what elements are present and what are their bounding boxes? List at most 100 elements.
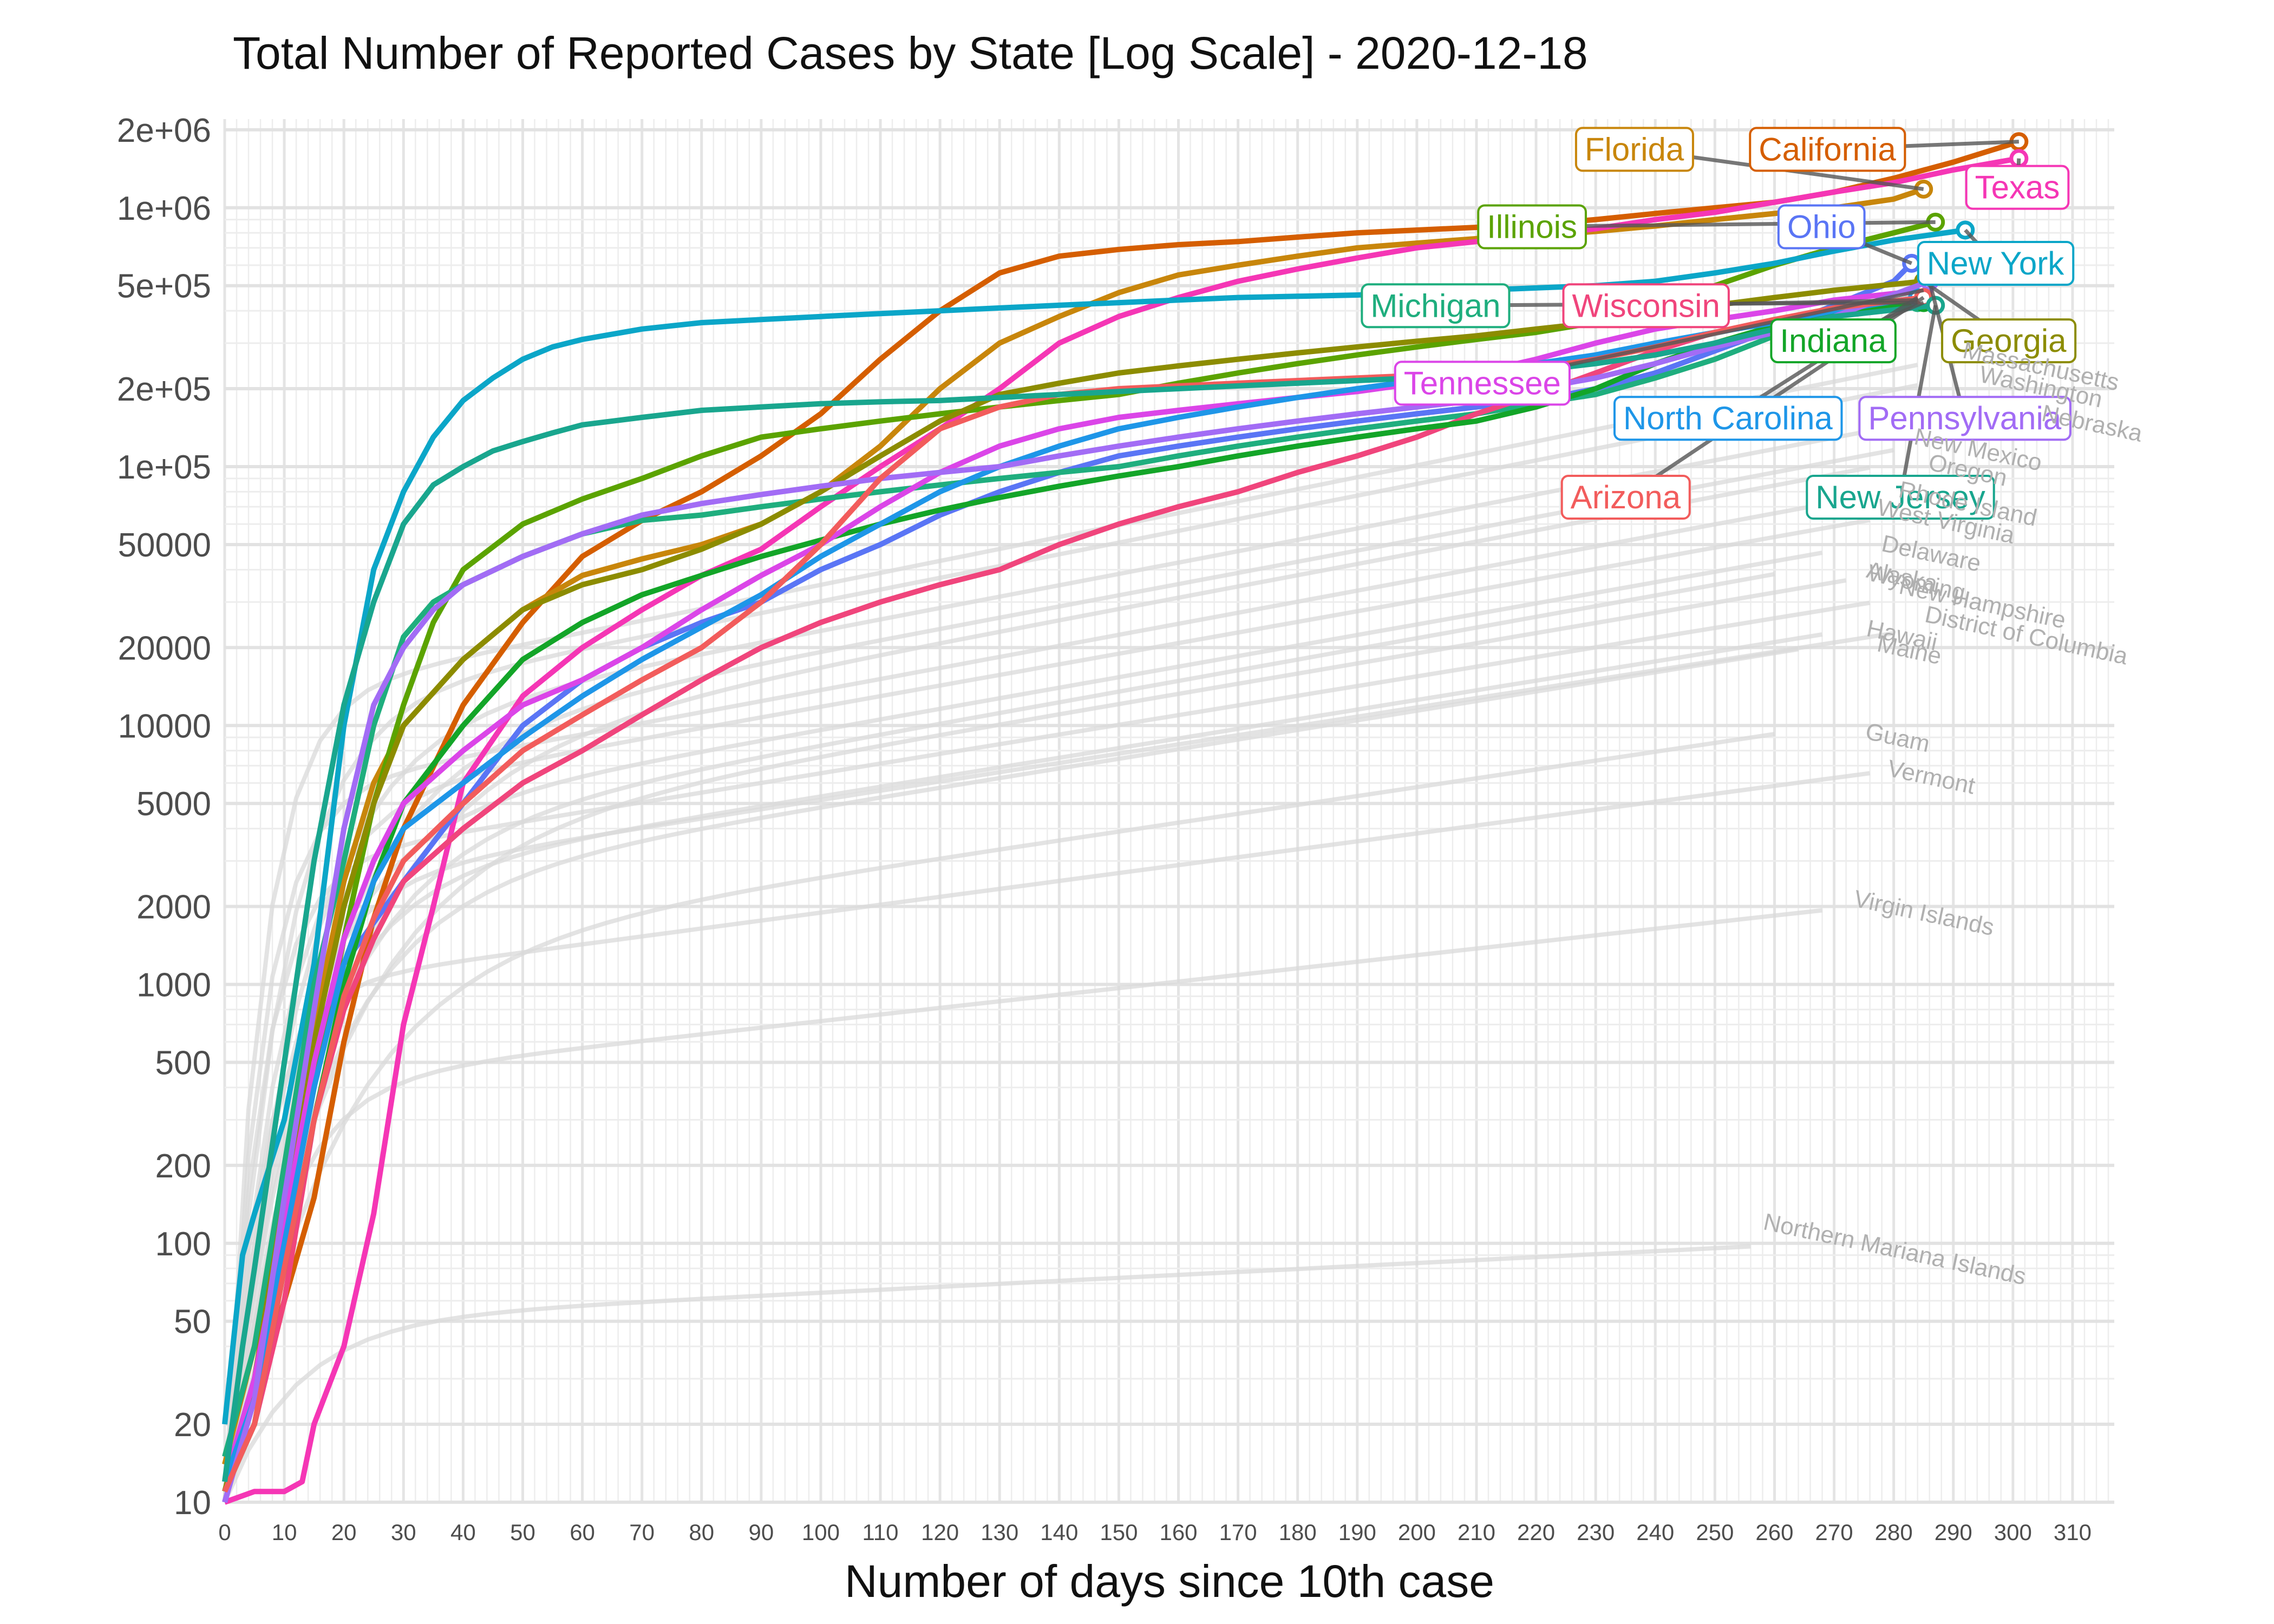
x-tick-label: 230 — [1577, 1520, 1615, 1545]
series-label: New Jersey — [1815, 479, 1985, 515]
series-label-box — [1770, 318, 1897, 364]
x-tick-label: 160 — [1159, 1520, 1197, 1545]
series-line — [222, 139, 2020, 1492]
chart-title: Total Number of Reported Cases by State … — [233, 28, 1588, 78]
x-tick-label: 280 — [1875, 1520, 1913, 1545]
x-tick-label: 270 — [1815, 1520, 1853, 1545]
x-tick-label: 210 — [1458, 1520, 1495, 1545]
y-tick-label: 5000 — [136, 785, 211, 823]
series-label: Tennessee — [1404, 365, 1561, 401]
background-series-label: Virgin Islands — [1852, 885, 1997, 941]
x-tick-label: 190 — [1338, 1520, 1376, 1545]
background-series-line — [223, 771, 1871, 1503]
y-tick-label: 50 — [174, 1304, 211, 1341]
x-tick-label: 20 — [331, 1520, 357, 1545]
y-tick-label: 20000 — [118, 630, 211, 667]
background-series-label: Vermont — [1885, 755, 1977, 800]
x-tick-label: 60 — [570, 1520, 595, 1545]
series-line — [222, 278, 1924, 1492]
background-series-line — [223, 600, 1871, 1503]
series-label: Illinois — [1487, 209, 1577, 245]
y-tick-label: 1e+06 — [117, 190, 211, 227]
x-tick-label: 80 — [689, 1520, 714, 1545]
x-tick-label: 240 — [1636, 1520, 1674, 1545]
series-line — [222, 261, 1914, 1503]
x-tick-label: 90 — [748, 1520, 774, 1545]
background-series-line — [223, 631, 1894, 1503]
series-label-box — [1965, 165, 2070, 210]
y-tick-label: 50000 — [118, 527, 211, 564]
x-tick-label: 110 — [862, 1520, 899, 1545]
series-label: California — [1759, 131, 1896, 167]
background-series-line — [223, 908, 1822, 1503]
label-leader — [1532, 220, 1936, 228]
series-label-box — [1361, 283, 1511, 329]
x-tick-label: 200 — [1398, 1520, 1436, 1545]
series-line — [222, 294, 1918, 1483]
y-tick-label: 10000 — [118, 708, 211, 745]
series-label: Florida — [1585, 131, 1684, 167]
series-label-box — [1477, 204, 1587, 250]
x-tick-label: 310 — [2054, 1520, 2092, 1545]
series-line — [222, 287, 1924, 1483]
background-series-line — [223, 732, 1775, 1503]
series-label: Wisconsin — [1572, 287, 1720, 324]
y-tick-label: 2e+05 — [117, 371, 211, 408]
background-series-line — [223, 647, 1799, 1503]
x-tick-label: 100 — [802, 1520, 840, 1545]
x-tick-label: 250 — [1696, 1520, 1734, 1545]
y-tick-label: 5e+05 — [117, 268, 211, 305]
x-tick-label: 10 — [272, 1520, 297, 1545]
y-tick-label: 10 — [174, 1484, 211, 1522]
series-label-box — [1560, 475, 1691, 520]
series-label: North Carolina — [1623, 400, 1833, 436]
series-label: New York — [1927, 245, 2064, 281]
background-series-line — [223, 497, 1847, 1503]
y-tick-label: 20 — [174, 1406, 211, 1444]
x-tick-label: 170 — [1219, 1520, 1257, 1545]
x-tick-label: 120 — [921, 1520, 959, 1545]
highlighted-series — [222, 132, 2029, 1505]
series-label: Georgia — [1951, 323, 2067, 359]
series-label: Ohio — [1787, 209, 1856, 245]
background-series — [223, 363, 1918, 1503]
x-tick-label: 130 — [981, 1520, 1018, 1545]
x-axis-label: Number of days since 10th case — [845, 1556, 1494, 1607]
background-series-line — [223, 632, 1823, 1503]
series-label-box — [1858, 396, 2072, 441]
series-label: Pennsylvania — [1868, 400, 2062, 436]
x-tick-label: 140 — [1040, 1520, 1078, 1545]
x-tick-label: 260 — [1755, 1520, 1793, 1545]
x-tick-label: 150 — [1100, 1520, 1138, 1545]
x-tick-label: 290 — [1935, 1520, 1972, 1545]
series-label-box — [1941, 318, 2077, 364]
y-tick-label: 100 — [155, 1226, 211, 1263]
y-tick-label: 1000 — [136, 967, 211, 1004]
x-tick-label: 30 — [391, 1520, 416, 1545]
series-label-box — [1574, 127, 1694, 172]
series-label-box — [1917, 241, 2075, 286]
axes: 10 20 50 100 200 500 1000 200 0 5000 10000 20000 500… — [117, 112, 2092, 1607]
x-tick-label: 70 — [629, 1520, 655, 1545]
x-tick-label: 40 — [450, 1520, 476, 1545]
y-tick-label: 2e+06 — [117, 112, 211, 149]
background-series-line — [223, 1244, 1751, 1503]
series-line — [222, 297, 1918, 1483]
x-tick-label: 0 — [218, 1520, 231, 1545]
x-tick-label: 180 — [1279, 1520, 1317, 1545]
series-label: Indiana — [1780, 323, 1886, 359]
series-label-box — [1562, 283, 1730, 329]
background-series-line — [223, 572, 1775, 1503]
series-label: Texas — [1975, 169, 2060, 206]
series-label-box — [1806, 475, 1995, 520]
y-tick-label: 1e+05 — [117, 449, 211, 486]
y-tick-label: 500 — [155, 1044, 211, 1082]
series-label-box — [1777, 204, 1866, 250]
series-label: Michigan — [1370, 287, 1500, 324]
series-line — [222, 278, 1931, 1503]
y-tick-label: 200 — [155, 1148, 211, 1185]
series-label-box — [1749, 127, 1906, 172]
series-label-box — [1613, 396, 1843, 441]
background-series-line — [223, 383, 1918, 1503]
